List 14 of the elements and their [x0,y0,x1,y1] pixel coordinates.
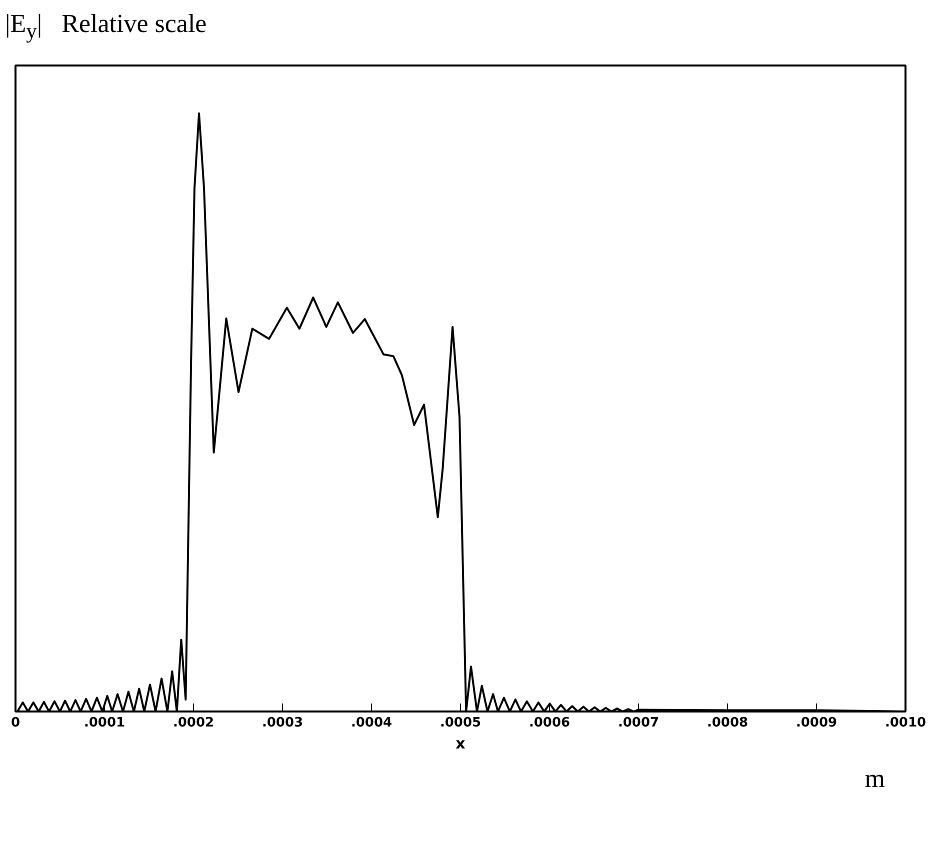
x-tick-label: .0008 [706,716,748,730]
x-tick-label: 0 [10,716,20,730]
x-tick-label: .0003 [262,716,304,730]
x-tick-label: .0009 [796,716,838,730]
x-tick-label: .0004 [350,716,392,730]
x-tick-label: .0001 [84,716,126,730]
x-tick-label: .0002 [172,716,214,730]
x-tick-label: .0006 [528,716,570,730]
text: m [864,763,885,795]
x-tick-label: .0005 [440,716,482,730]
x-tick-label: .0010 [884,716,926,730]
chart-title: |E$_{y}$| Relative scale [5,9,207,44]
x-tick-label: .0007 [618,716,660,730]
x-axis-title: x [456,734,466,752]
